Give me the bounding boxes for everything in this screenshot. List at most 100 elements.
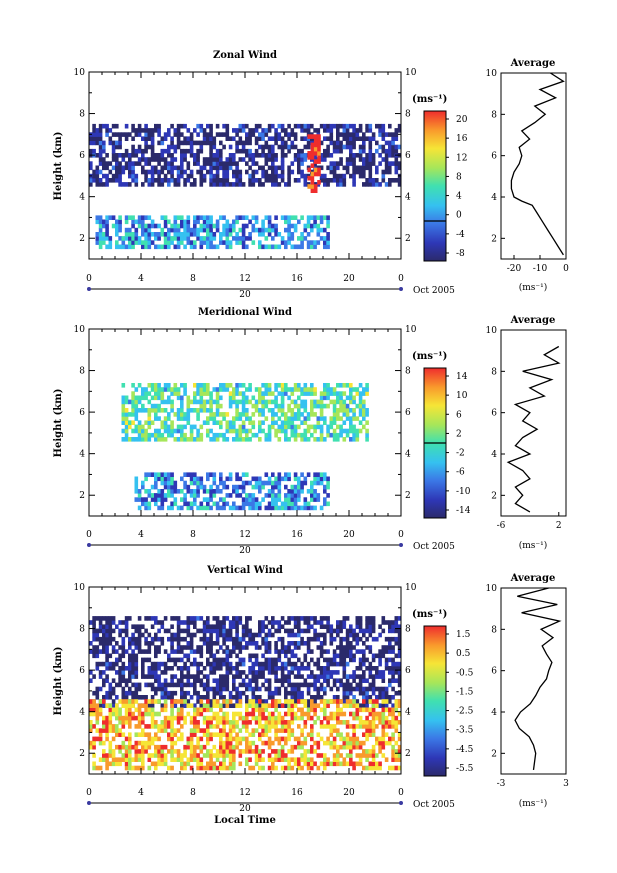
heatmap-cell [349, 690, 353, 696]
heatmap-cell [150, 715, 155, 721]
heatmap-cell [222, 480, 226, 486]
heatmap-cell [251, 749, 256, 754]
heatmap-cell [235, 489, 239, 494]
heatmap-cell [310, 244, 314, 250]
heatmap-cell [92, 736, 96, 742]
heatmap-cell [290, 493, 295, 498]
heatmap-cell [137, 424, 142, 430]
heatmap-cell [284, 753, 288, 758]
heatmap-cell [105, 666, 109, 671]
heatmap-cell [326, 657, 330, 663]
heatmap-cell [313, 240, 317, 245]
heatmap-cell [131, 169, 135, 175]
heatmap-cell [388, 724, 392, 729]
heatmap-cell [225, 244, 230, 250]
heatmap-cell [313, 391, 317, 396]
heatmap-cell [222, 227, 226, 233]
heatmap-cell [251, 686, 256, 692]
heatmap-cell [147, 699, 152, 704]
heatmap-cell [147, 437, 152, 442]
heatmap-cell [280, 399, 285, 405]
heatmap-cell [189, 715, 194, 721]
heatmap-cell [290, 416, 295, 421]
heatmap-cell [397, 744, 402, 750]
heatmap-cell [362, 387, 366, 392]
heatmap-cell [141, 715, 145, 721]
heatmap-cell [274, 749, 278, 754]
heatmap-cell [206, 489, 210, 494]
heatmap-cell [300, 765, 304, 771]
heatmap-cell [131, 699, 135, 704]
heatmap-cell [111, 148, 116, 154]
heatmap-cell [303, 182, 308, 187]
heatmap-cell [284, 387, 288, 392]
heatmap-cell [345, 161, 350, 166]
heatmap-cell [196, 690, 200, 696]
heatmap-cell [154, 636, 158, 642]
heatmap-cell [215, 699, 220, 704]
heatmap-cell [196, 489, 200, 494]
heatmap-cell [92, 645, 96, 650]
heatmap-cell [131, 178, 135, 183]
zonal-panel: Zonal Wind 2 24 46 68 810 10 0 4 8 12 16 20 0 Heigh… [53, 50, 569, 300]
heatmap-cell [378, 736, 382, 742]
heatmap-cell [293, 412, 298, 417]
heatmap-cell [170, 493, 174, 498]
heatmap-cell [105, 236, 109, 241]
heatmap-cell [238, 236, 243, 241]
heatmap-cell [225, 628, 230, 634]
heatmap-cell [323, 724, 327, 729]
heatmap-cell [342, 657, 347, 663]
heatmap-cell [128, 674, 132, 679]
heatmap-cell [358, 128, 363, 133]
heatmap-cell [241, 157, 246, 162]
heatmap-cell [248, 653, 252, 659]
heatmap-cell [206, 749, 210, 754]
heatmap-cell [150, 736, 155, 742]
heatmap-cell [365, 128, 369, 133]
heatmap-cell [241, 223, 246, 229]
heatmap-cell [267, 383, 272, 388]
heatmap-cell [258, 620, 262, 625]
heatmap-cell [336, 645, 340, 650]
heatmap-cell [319, 653, 324, 659]
heatmap-cell [105, 649, 109, 654]
heatmap-cell [232, 236, 236, 241]
heatmap-cell [228, 472, 233, 477]
heatmap-cell [111, 707, 116, 713]
heatmap-cell [105, 753, 109, 758]
heatmap-cell [170, 136, 174, 141]
heatmap-cell [209, 749, 213, 754]
heatmap-cell [225, 178, 230, 183]
heatmap-cell [206, 136, 210, 141]
heatmap-cell [121, 699, 126, 704]
heatmap-cell [332, 715, 337, 721]
heatmap-cell [284, 219, 288, 225]
heatmap-cell [134, 182, 139, 187]
heatmap-cell [241, 391, 246, 396]
heatmap-cell [245, 153, 249, 158]
heatmap-cell [89, 724, 93, 729]
heatmap-cell [196, 476, 200, 482]
heatmap-cell [176, 428, 181, 434]
profile-y-tick-label: 2 [491, 491, 497, 501]
heatmap-cell [342, 757, 347, 762]
heatmap-cell [248, 437, 252, 442]
heatmap-cell [105, 703, 109, 708]
heatmap-cell [98, 132, 103, 137]
heatmap-cell [160, 420, 165, 425]
heatmap-cell [368, 765, 373, 771]
heatmap-cell [160, 424, 165, 430]
heatmap-cell [371, 657, 376, 663]
heatmap-cell [342, 690, 347, 696]
heatmap-cell [329, 136, 334, 141]
heatmap-cell [176, 505, 181, 511]
heatmap-cell [212, 686, 217, 692]
heatmap-cell [176, 749, 181, 754]
heatmap-cell [183, 682, 187, 688]
heatmap-cell [147, 765, 152, 771]
heatmap-cell [245, 399, 249, 405]
heatmap-cell [206, 416, 210, 421]
heatmap-cell [206, 620, 210, 625]
heatmap-cell [232, 636, 236, 642]
